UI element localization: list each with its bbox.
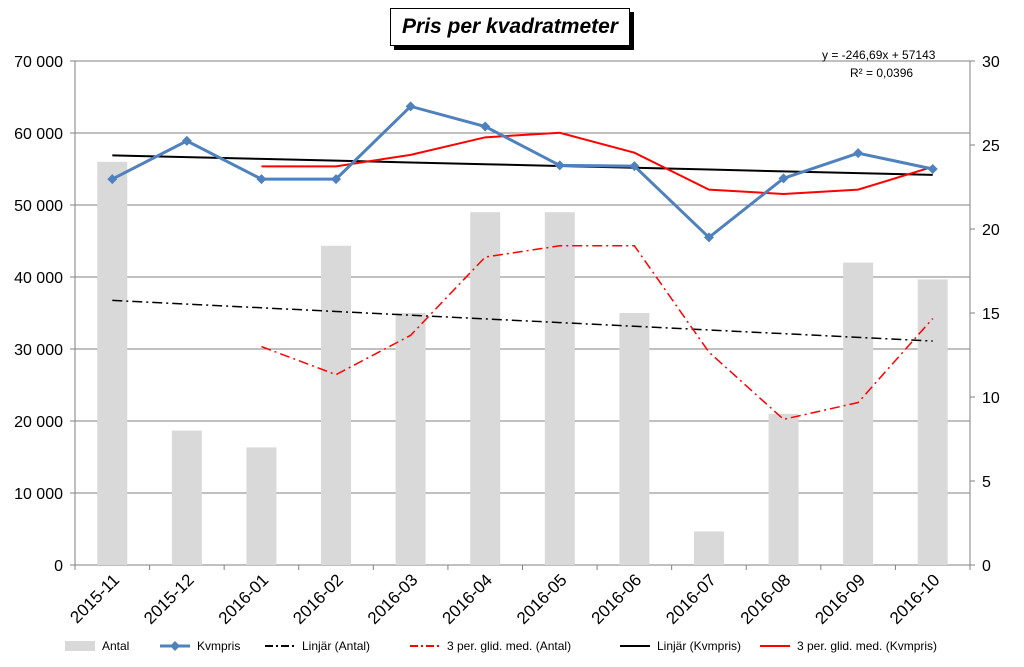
- right-tick-label: 15: [982, 306, 1000, 323]
- series-glid-med-antal: [261, 245, 934, 421]
- kvmpris-marker: [256, 174, 267, 185]
- left-tick-label: 30 000: [14, 342, 63, 359]
- left-tick-label: 40 000: [14, 270, 63, 287]
- bar-antal: [246, 447, 277, 565]
- x-tick-label: 2016-03: [364, 570, 422, 628]
- kvmpris-marker: [927, 164, 938, 174]
- bar-antal: [843, 262, 874, 565]
- x-tick-label: 2016-08: [737, 570, 795, 628]
- bar-antal: [544, 212, 575, 565]
- kvmpris-marker: [554, 160, 565, 171]
- legend-label: Antal: [102, 639, 129, 653]
- right-tick-label: 25: [982, 138, 1000, 155]
- bar-antal: [693, 531, 724, 565]
- series-glid-med-kvmpris: [261, 131, 934, 195]
- plot-area: [74, 60, 971, 566]
- trendline-equation: y = -246,69x + 57143: [822, 48, 936, 62]
- kvmpris-marker: [480, 121, 491, 132]
- chart-title-box: Pris per kvadratmeter: [390, 8, 630, 46]
- series-linjar-kvmpris: [112, 154, 933, 176]
- x-tick-label: 2015-12: [140, 570, 198, 628]
- x-tick-label: 2016-07: [662, 570, 720, 628]
- left-tick-label: 50 000: [14, 198, 63, 215]
- left-tick-label: 70 000: [14, 54, 63, 71]
- kvmpris-marker: [405, 101, 416, 112]
- right-tick-label: 30: [982, 54, 1000, 71]
- kvmpris-marker: [331, 174, 342, 185]
- right-tick-label: 10: [982, 390, 1000, 407]
- kvmpris-marker: [107, 174, 118, 185]
- bar-antal: [470, 212, 501, 565]
- legend-swatch-antal: [65, 641, 95, 651]
- trendline-r-squared: R² = 0,0396: [850, 66, 914, 80]
- x-tick-label: 2016-10: [886, 570, 944, 628]
- x-tick-label: 2016-01: [215, 570, 273, 628]
- bar-antal: [619, 313, 650, 565]
- kvmpris-marker: [778, 173, 789, 184]
- legend-label: 3 per. glid. med. (Antal): [447, 639, 571, 653]
- series-kvmpris-line: [111, 104, 934, 240]
- right-tick-label: 0: [982, 558, 991, 575]
- x-tick-label: 2016-02: [289, 570, 347, 628]
- right-tick-label: 20: [982, 222, 1000, 239]
- kvmpris-marker: [629, 161, 640, 172]
- left-tick-label: 20 000: [14, 414, 63, 431]
- x-tick-label: 2016-09: [811, 570, 869, 628]
- x-tick-label: 2016-04: [438, 570, 496, 628]
- series-linjar-antal: [112, 299, 933, 342]
- left-tick-label: 60 000: [14, 126, 63, 143]
- x-tick-label: 2016-05: [513, 570, 571, 628]
- x-tick-label: 2015-11: [66, 570, 123, 627]
- bar-antal: [395, 313, 426, 565]
- kvmpris-marker: [181, 135, 192, 146]
- bar-antal: [321, 245, 352, 566]
- left-tick-label: 10 000: [14, 486, 63, 503]
- legend-marker-kvmpris: [170, 641, 180, 651]
- legend-label: Linjär (Antal): [302, 639, 370, 653]
- bar-antal: [171, 430, 202, 565]
- legend-label: Kvmpris: [197, 639, 240, 653]
- x-tick-label: 2016-06: [588, 570, 646, 628]
- bar-antal: [97, 161, 128, 566]
- chart-title: Pris per kvadratmeter: [402, 15, 618, 38]
- kvmpris-marker: [703, 232, 714, 243]
- legend-label: Linjär (Kvmpris): [657, 639, 741, 653]
- left-tick-label: 0: [54, 558, 63, 575]
- bar-antal: [917, 279, 948, 565]
- legend-label: 3 per. glid. med. (Kvmpris): [797, 639, 937, 653]
- kvmpris-marker: [853, 148, 864, 159]
- right-tick-label: 5: [982, 474, 991, 491]
- bar-antal: [768, 413, 799, 565]
